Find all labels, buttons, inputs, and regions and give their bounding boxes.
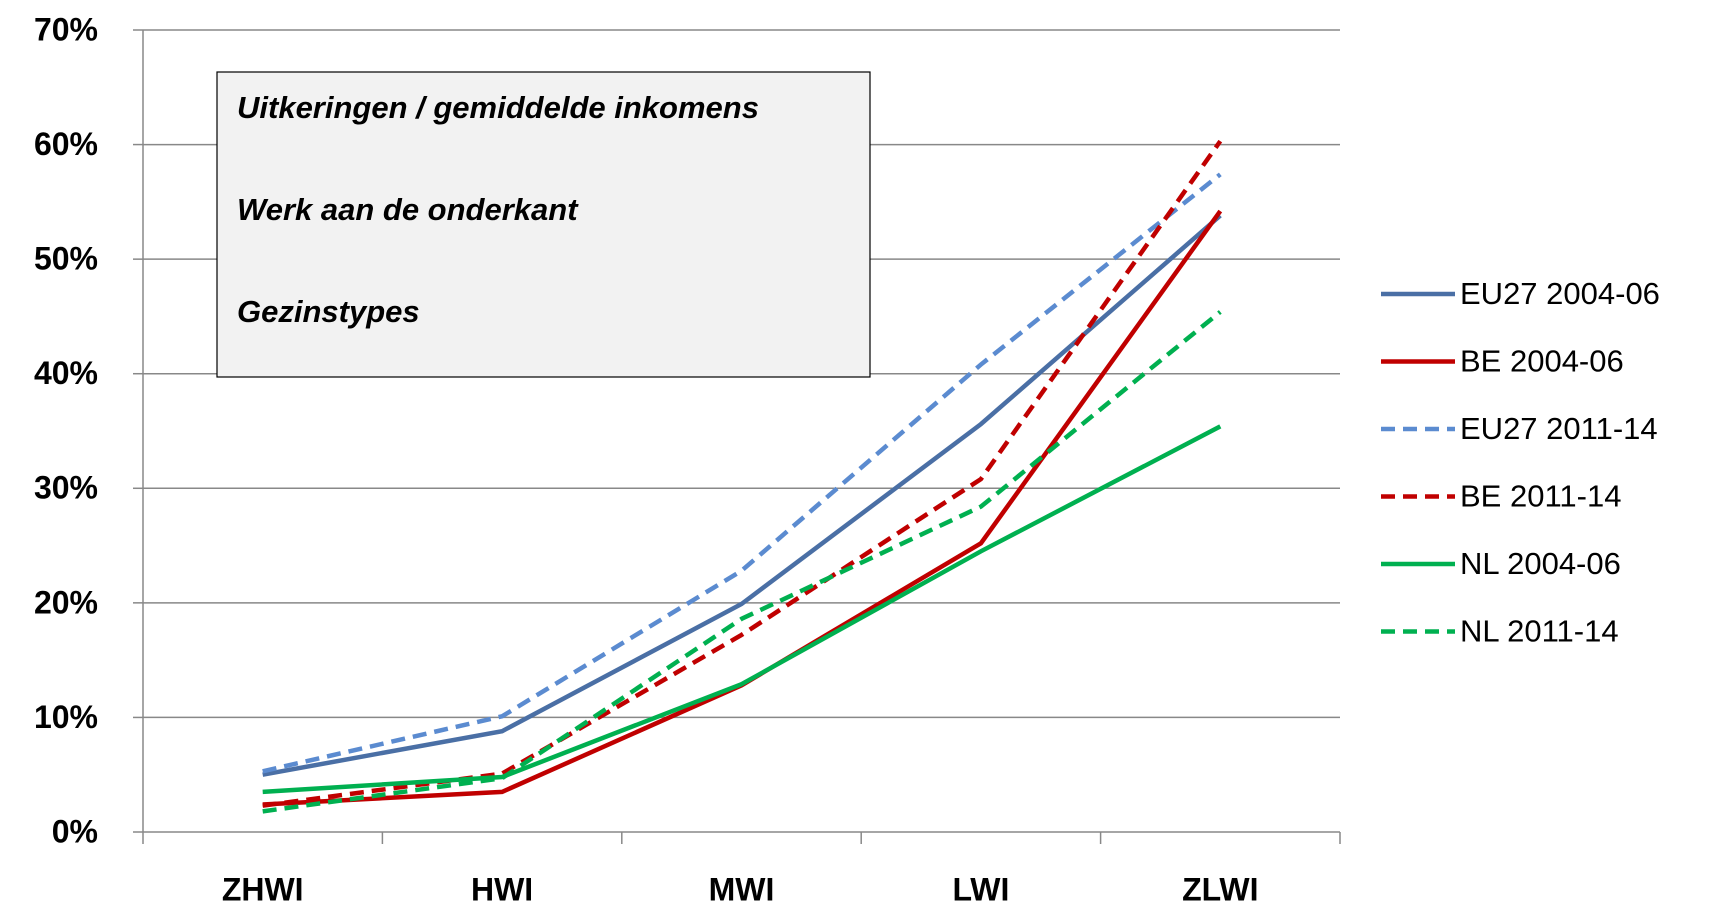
legend-label: EU27 2004-06 [1460, 276, 1660, 311]
x-tick-label: ZHWI [222, 871, 304, 907]
annotation: Gezinstypes [237, 294, 420, 329]
series-line [262, 172, 1222, 774]
y-tick-label: 40% [34, 355, 98, 391]
y-tick-label: 10% [34, 699, 98, 735]
x-tick-label: HWI [471, 871, 533, 907]
y-tick-label: 20% [34, 584, 98, 620]
legend-label: BE 2004-06 [1460, 344, 1624, 379]
x-tick-label: ZLWI [1182, 871, 1258, 907]
annotation-box [216, 71, 871, 378]
x-tick-label: LWI [952, 871, 1009, 907]
legend-label: EU27 2011-14 [1460, 411, 1658, 446]
series-line [262, 139, 1223, 808]
y-tick-label: 70% [34, 11, 98, 47]
x-tick-label: MWI [709, 871, 775, 907]
legend-label: NL 2004-06 [1460, 546, 1621, 581]
legend-label: BE 2011-14 [1460, 479, 1621, 514]
y-tick-label: 30% [34, 470, 98, 506]
annotation: Uitkeringen / gemiddelde inkomens [237, 90, 759, 125]
series-line [262, 424, 1222, 795]
series-line [262, 213, 1222, 777]
y-tick-label: 50% [34, 241, 98, 277]
legend-label: NL 2011-14 [1460, 614, 1619, 649]
y-tick-label: 0% [52, 813, 98, 849]
y-tick-label: 60% [34, 126, 98, 162]
annotation: Werk aan de onderkant [237, 192, 579, 227]
series-line [262, 310, 1222, 814]
